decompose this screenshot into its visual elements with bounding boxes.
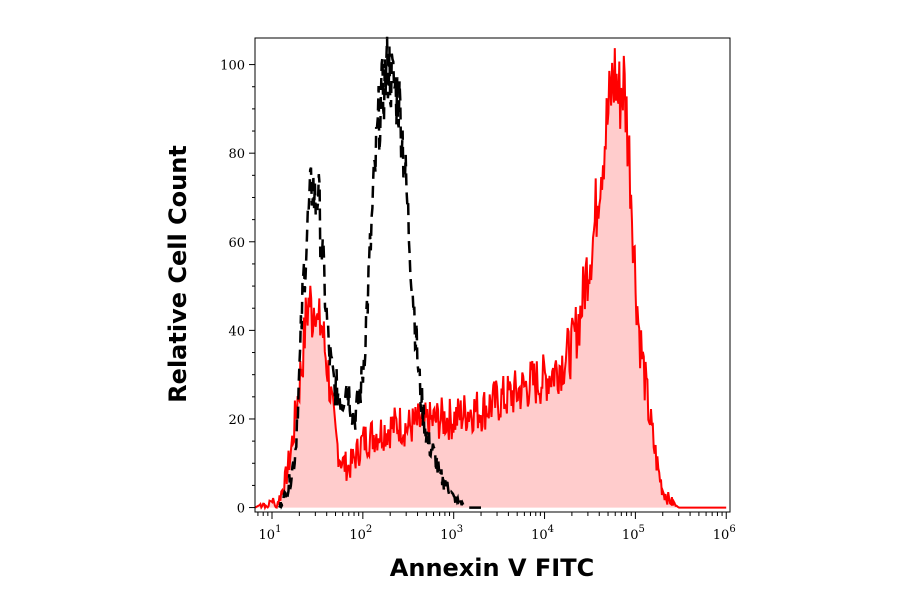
series-line-1 xyxy=(254,48,727,511)
y-tick-label: 40 xyxy=(228,324,245,339)
x-tick-label: 102 xyxy=(349,524,372,543)
y-tick-label: 100 xyxy=(220,59,245,74)
x-tick-label: 104 xyxy=(531,524,554,543)
series-fill-1 xyxy=(255,48,727,508)
x-axis-title: Annexin V FITC xyxy=(390,554,594,582)
series-line-0 xyxy=(278,36,481,510)
y-axis-title: Relative Cell Count xyxy=(164,145,192,403)
plot-frame xyxy=(254,37,731,513)
x-tick-label: 105 xyxy=(622,524,645,543)
y-tick-label: 60 xyxy=(228,236,245,251)
axes: 101 102 103 104 105 106 0 20 40 60 80 100 xyxy=(220,59,736,543)
plot-area xyxy=(254,36,727,511)
y-tick-label: 0 xyxy=(237,502,245,517)
y-tick-label: 20 xyxy=(228,413,245,428)
x-tick-label: 106 xyxy=(713,524,736,543)
y-tick-label: 80 xyxy=(228,147,245,162)
x-tick-label: 103 xyxy=(440,524,463,543)
x-tick-label: 101 xyxy=(259,524,282,543)
